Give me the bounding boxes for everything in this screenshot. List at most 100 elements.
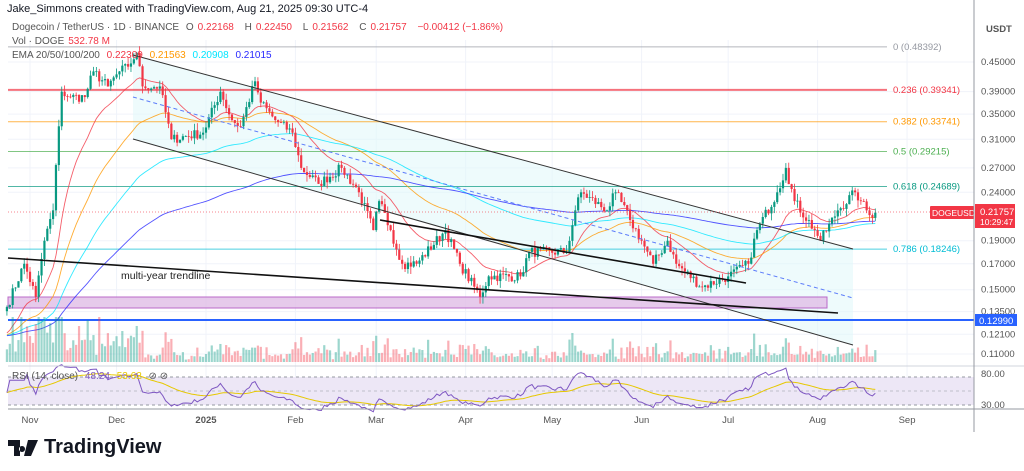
volume-bar	[202, 356, 205, 362]
candle	[187, 136, 190, 137]
volume-bar	[72, 340, 75, 362]
candle	[265, 102, 268, 109]
candle	[383, 204, 386, 213]
candle	[352, 183, 355, 185]
volume-bar	[484, 346, 487, 362]
candle	[724, 279, 727, 282]
candle	[605, 210, 609, 212]
change-value: −0.00412 (−1.86%)	[417, 22, 504, 33]
volume-bar	[424, 357, 427, 362]
candle	[435, 236, 438, 245]
volume-bar	[77, 326, 81, 362]
candle	[643, 240, 646, 247]
candle	[640, 239, 643, 241]
volume-label[interactable]: Vol · DOGE	[12, 36, 65, 47]
volume-bar	[738, 352, 741, 362]
candle	[744, 260, 747, 266]
candle	[764, 209, 767, 217]
ema-label[interactable]: EMA 20/50/100/200	[12, 50, 100, 61]
candle	[320, 183, 323, 186]
volume-bar	[308, 354, 311, 362]
candle	[118, 71, 121, 75]
candle	[14, 287, 17, 289]
price-tick: 0.17000	[981, 259, 1015, 270]
fib-retracement: 0 (0.48392) 0.236 (0.39341) 0.382 (0.33741…	[8, 42, 960, 255]
price-chart[interactable]: 0 (0.48392) 0.236 (0.39341) 0.382 (0.33741…	[0, 0, 1024, 432]
tradingview-logo[interactable]: TradingView	[8, 436, 161, 459]
candle	[8, 305, 11, 308]
candle	[360, 192, 363, 204]
volume-bar	[476, 349, 479, 362]
candle	[833, 216, 837, 218]
volume-bar	[776, 355, 779, 362]
fib-label: 0.5 (0.29215)	[893, 147, 950, 158]
time-tick: Mar	[368, 415, 384, 426]
volume-bar	[271, 356, 274, 362]
candle	[553, 252, 557, 255]
volume-bar	[236, 350, 239, 362]
volume-bar	[551, 351, 554, 362]
candle	[331, 176, 335, 178]
candle	[528, 251, 531, 259]
volume-bar	[804, 351, 808, 362]
volume-bar	[152, 358, 156, 362]
candle	[568, 240, 571, 252]
currency-label: USDT	[986, 24, 1012, 35]
time-tick: Feb	[287, 415, 303, 426]
volume-bar	[499, 356, 502, 362]
candle	[620, 192, 623, 203]
volume-bar	[207, 351, 210, 362]
time-tick: Nov	[22, 415, 39, 426]
volume-bar	[349, 351, 352, 362]
time-tick: Aug	[809, 415, 826, 426]
candle	[747, 260, 750, 264]
volume-bar	[43, 317, 46, 362]
candle	[199, 134, 202, 139]
volume-bar	[652, 346, 655, 362]
volume-bar	[507, 355, 511, 362]
volume-bar	[403, 349, 407, 362]
volume-bar	[493, 355, 496, 362]
candle	[499, 273, 502, 282]
volume-bar	[470, 354, 473, 362]
price-axis: 0.45000 0.39000 0.35000 0.31000 0.27000 0.240…	[981, 57, 1015, 360]
candle	[825, 230, 828, 232]
volume-bar	[865, 344, 868, 362]
volume-bar	[337, 338, 340, 362]
candle	[591, 197, 594, 198]
volume-bar	[412, 347, 415, 362]
candle	[441, 233, 444, 241]
volume-bar	[452, 354, 456, 362]
candle	[617, 192, 620, 194]
volume-bar	[779, 354, 782, 362]
volume-bar	[323, 345, 326, 362]
symbol-tag-text: DOGEUSDT	[932, 208, 980, 218]
candle	[147, 88, 150, 91]
symbol-name[interactable]: Dogecoin / TetherUS · 1D · BINANCE	[12, 22, 180, 33]
hidden-icon: ⊘ ⊘	[148, 371, 169, 382]
candle	[401, 259, 404, 264]
volume-bar	[115, 336, 118, 362]
volume-bar	[268, 355, 271, 362]
candle	[181, 136, 185, 140]
volume-bar	[354, 355, 358, 362]
candle	[519, 272, 522, 277]
candle	[779, 188, 782, 193]
volume-bar	[729, 354, 733, 362]
candle	[340, 164, 343, 168]
volume-bar	[565, 355, 568, 362]
volume-bar	[432, 351, 435, 362]
volume-bar	[528, 356, 531, 362]
volume-bar	[533, 348, 536, 362]
candle	[819, 235, 822, 241]
candle	[851, 190, 854, 196]
volume-bar	[141, 330, 144, 362]
rsi-label[interactable]: RSI (14, close)	[12, 371, 79, 382]
volume-bar	[302, 354, 306, 362]
volume-bar	[144, 357, 147, 362]
candle	[297, 147, 300, 156]
candle	[848, 195, 851, 205]
ema200-line	[6, 173, 876, 337]
time-tick: Dec	[108, 415, 125, 426]
fib-label: 0.618 (0.24689)	[893, 181, 960, 192]
